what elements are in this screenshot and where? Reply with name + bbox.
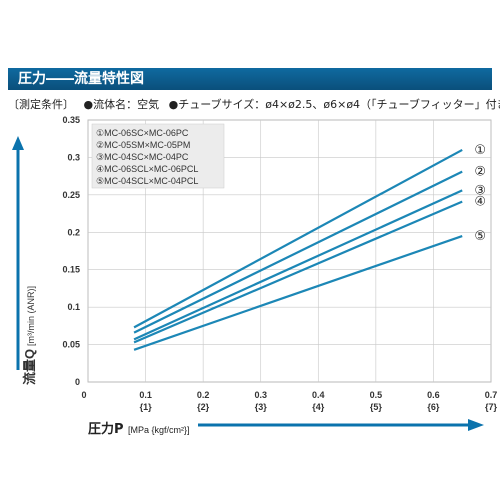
x-axis-arrowhead — [468, 419, 484, 431]
x-tick-label-kgf: {1} — [140, 402, 153, 412]
x-tick-labels: 0 0.1 {1} 0.2 {2} 0.3 {3} 0.4 {4} 0.5 {5} 0.6 {6} 0.7… — [81, 390, 497, 412]
y-tick-label: 0.2 — [67, 227, 80, 237]
y-tick-label: 0.15 — [62, 265, 80, 275]
y-axis-unit: [m³/min (ANR)] — [26, 286, 36, 346]
series-layer — [133, 148, 463, 351]
legend-entry-2: ②MC-05SM×MC-05PM — [96, 140, 190, 150]
legend-entry-3: ③MC-04SC×MC-04PC — [96, 152, 189, 162]
x-tick-label-kgf: {3} — [255, 402, 268, 412]
y-tick-label: 0.25 — [62, 190, 80, 200]
series-line-1 — [133, 148, 463, 329]
y-axis-arrowhead — [12, 136, 24, 150]
y-tick-label: 0.1 — [67, 302, 80, 312]
series-marker-2: ② — [474, 165, 486, 180]
legend: ①MC-06SC×MC-06PC ②MC-05SM×MC-05PM ③MC-04SC… — [96, 128, 198, 186]
legend-entry-4: ④MC-06SCL×MC-06PCL — [96, 164, 198, 174]
chart-title: 圧力――流量特性図 — [18, 71, 144, 87]
series-markers: ① ② ③④ ⑤ — [474, 143, 486, 244]
series-line-5 — [133, 234, 463, 351]
x-axis-label: 圧力P — [88, 421, 124, 437]
x-tick-label-kgf: {5} — [370, 402, 383, 412]
x-tick-label: 0.2 — [197, 390, 210, 400]
x-tick-label: 0.7 — [485, 390, 498, 400]
x-tick-label: 0.1 — [139, 390, 152, 400]
x-tick-label: 0.4 — [312, 390, 325, 400]
legend-entry-1: ①MC-06SC×MC-06PC — [96, 128, 189, 138]
conditions-label: 〔測定条件〕 — [8, 98, 74, 111]
conditions-fluid: ●流体名：空気 — [83, 98, 160, 111]
y-tick-label: 0.35 — [62, 115, 80, 125]
x-axis-unit: [MPa {kgf/cm²}] — [128, 425, 190, 435]
legend-box — [91, 123, 225, 189]
y-tick-label: 0 — [75, 377, 80, 387]
measurement-conditions: 〔測定条件〕 ●流体名：空気 ●チューブサイズ：ø4×ø2.5、ø6×ø4（「チ… — [8, 96, 500, 112]
series-marker-4: ④ — [474, 195, 486, 210]
y-tick-labels: 0 0.05 0.1 0.15 0.2 0.25 0.3 0.35 — [62, 115, 80, 387]
series-marker-1: ① — [474, 143, 486, 158]
x-tick-label-kgf: {2} — [197, 402, 210, 412]
legend-entry-5: ⑤MC-04SCL×MC-04PCL — [96, 176, 198, 186]
conditions-tube: ●チューブサイズ：ø4×ø2.5、ø6×ø4（「チューブフィッター」付き） — [168, 98, 500, 111]
y-tick-label: 0.05 — [62, 340, 80, 350]
series-marker-5: ⑤ — [474, 229, 486, 244]
series-line-2 — [133, 170, 463, 334]
y-axis-label: 流量Q — [22, 349, 37, 385]
x-tick-label: 0.3 — [254, 390, 267, 400]
x-tick-label: 0.6 — [427, 390, 440, 400]
x-tick-label: 0 — [81, 390, 86, 400]
y-tick-label: 0.3 — [67, 152, 80, 162]
x-tick-label-kgf: {6} — [427, 402, 440, 412]
x-tick-label-kgf: {4} — [312, 402, 325, 412]
x-tick-label: 0.5 — [370, 390, 383, 400]
series-marker-3: ③ — [474, 183, 486, 198]
series-line-3 — [133, 189, 463, 341]
chart-header: 圧力――流量特性図 — [8, 68, 492, 90]
series-line-4 — [133, 200, 463, 344]
x-tick-label-kgf: {7} — [485, 402, 498, 412]
